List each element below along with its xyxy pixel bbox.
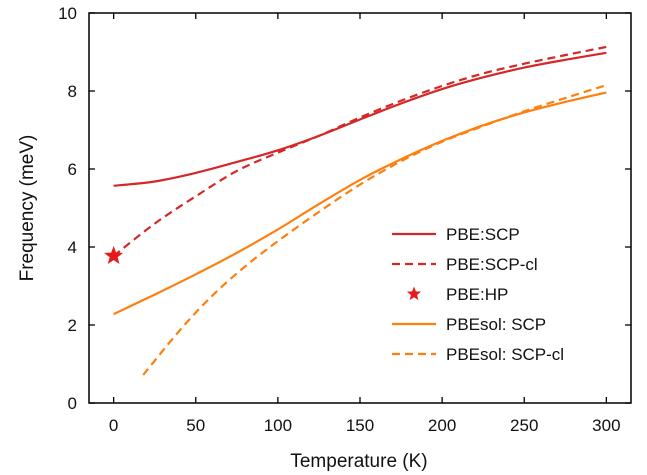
- y-tick-label: 2: [68, 316, 77, 335]
- x-tick-label: 50: [186, 416, 205, 435]
- legend-label: PBE:SCP: [446, 225, 520, 244]
- tick-labels-layer: 0 50 100 150 200 250 300 0 2 4 6 8 10: [58, 4, 620, 435]
- x-tick-label: 100: [264, 416, 292, 435]
- x-axis-label: Temperature (K): [290, 451, 427, 472]
- legend: PBE:SCP PBE:SCP-cl PBE:HP PBEsol: SCP PBEsol…: [392, 225, 564, 364]
- x-tick-label: 250: [510, 416, 538, 435]
- y-tick-label: 0: [68, 394, 77, 413]
- legend-label: PBE:HP: [446, 285, 508, 304]
- x-tick-label: 300: [592, 416, 620, 435]
- series-layer: [104, 45, 607, 376]
- series-line-0: [113, 51, 607, 187]
- y-tick-label: 10: [58, 4, 77, 23]
- y-tick-label: 6: [68, 160, 77, 179]
- series-pbe-hp-marker: [104, 245, 124, 265]
- legend-label: PBEsol: SCP-cl: [446, 345, 564, 364]
- x-tick-label: 200: [428, 416, 456, 435]
- y-axis-label: Frequency (meV): [17, 135, 38, 282]
- x-tick-label: 0: [109, 416, 118, 435]
- x-tick-label: 150: [346, 416, 374, 435]
- plot-frame: [88, 12, 632, 404]
- legend-label: PBE:SCP-cl: [446, 255, 538, 274]
- legend-marker: [406, 286, 422, 301]
- legend-label: PBEsol: SCP: [446, 315, 546, 334]
- series-line-1: [112, 45, 607, 257]
- y-tick-label: 8: [68, 82, 77, 101]
- y-tick-label: 4: [68, 238, 77, 257]
- series-line-4: [142, 84, 607, 376]
- series-line-3: [113, 91, 607, 316]
